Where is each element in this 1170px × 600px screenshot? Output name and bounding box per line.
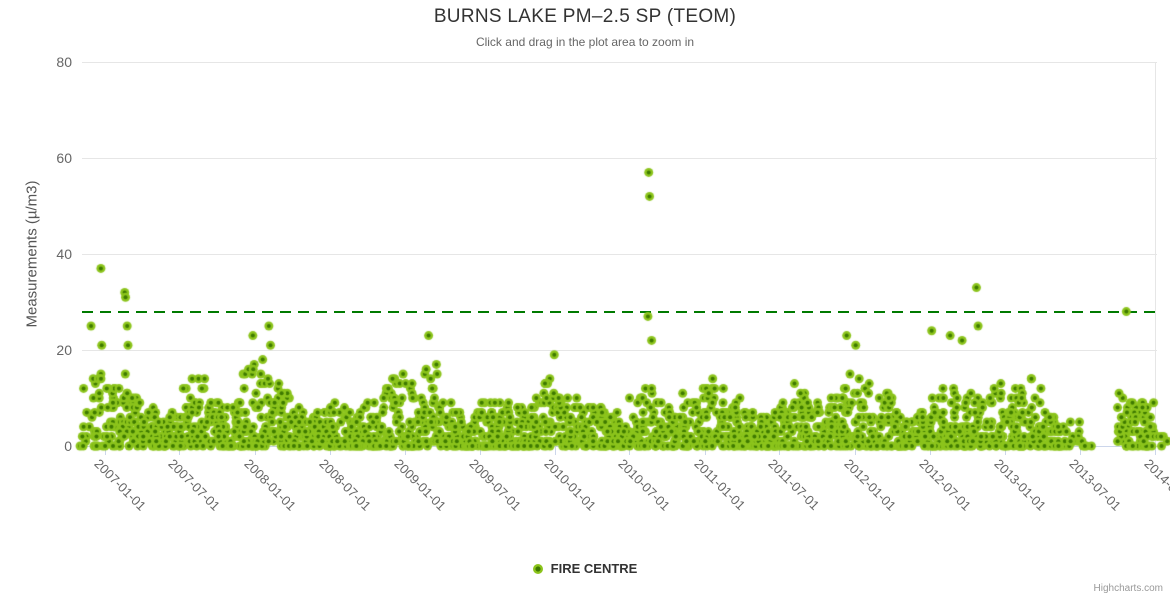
legend-item-fire-centre[interactable]: FIRE CENTRE [0, 561, 1170, 576]
highcharts-credits-link[interactable]: Highcharts.com [1093, 583, 1163, 594]
legend-label: FIRE CENTRE [550, 561, 638, 576]
legend-marker-icon [532, 563, 543, 574]
